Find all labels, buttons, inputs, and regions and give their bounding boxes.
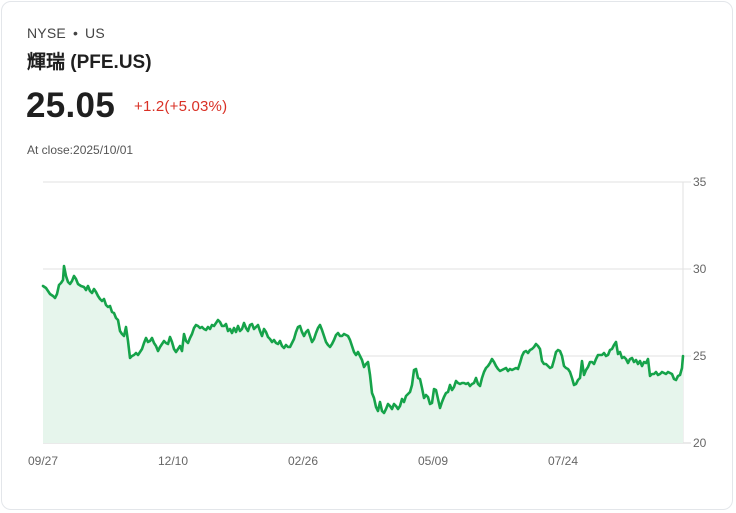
x-tick-label: 12/10 [158, 454, 188, 468]
x-tick-label: 02/26 [288, 454, 318, 468]
price-line [41, 264, 685, 415]
y-tick-label: 20 [693, 436, 707, 450]
close-date: At close:2025/10/01 [27, 143, 134, 157]
y-axis-labels: 35 30 25 20 [693, 175, 707, 450]
price-area-fill [43, 266, 683, 443]
exchange-name: NYSE [27, 25, 66, 41]
price-change: +1.2(+5.03%) [134, 98, 228, 115]
y-tick-label: 25 [693, 349, 707, 363]
y-tick-label: 35 [693, 175, 707, 189]
x-tick-label: 07/24 [548, 454, 578, 468]
x-axis-labels: 09/27 12/10 02/26 05/09 07/24 [28, 454, 578, 468]
x-tick-label: 09/27 [28, 454, 58, 468]
y-tick-label: 30 [693, 262, 707, 276]
exchange-info: NYSE • US [27, 25, 105, 41]
stock-title: 輝瑞 (PFE.US) [27, 52, 152, 73]
country-code: US [85, 25, 105, 41]
separator-dot: • [72, 25, 79, 41]
current-price: 25.05 [26, 86, 116, 125]
x-tick-label: 05/09 [418, 454, 448, 468]
